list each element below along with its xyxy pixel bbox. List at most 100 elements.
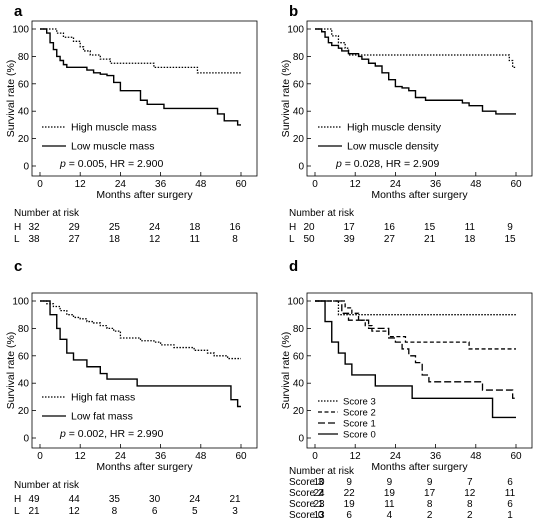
risk-value: 10 [313,477,325,488]
x-tick-label: 0 [312,179,318,190]
y-tick-label: 20 [293,134,305,145]
panel-letter: a [14,3,23,20]
legend-label: Low muscle density [347,141,439,153]
x-axis-label: Months after surgery [371,461,468,473]
survival-curve-low-muscle-density [315,28,516,115]
survival-curve-score-1 [315,300,516,399]
y-axis-label: Survival rate (%) [280,60,292,138]
risk-value: 16 [384,222,396,233]
risk-value: 27 [69,234,81,245]
risk-value: 18 [464,234,476,245]
y-axis-label: Survival rate (%) [5,332,17,410]
survival-curve-score-2 [315,300,516,350]
p-value-text: = 0.002, HR = 2.990 [66,428,164,440]
risk-value: 12 [149,234,161,245]
y-tick-label: 100 [12,25,29,36]
risk-value: 3 [232,506,238,517]
risk-value: 35 [109,494,121,505]
risk-value: 9 [387,477,393,488]
risk-value: 18 [189,222,201,233]
x-tick-label: 60 [510,179,522,190]
x-tick-label: 12 [350,179,362,190]
y-tick-label: 20 [293,406,305,417]
survival-curve-low-fat-mass [40,300,241,408]
risk-value: 20 [303,222,315,233]
risk-row-label: Score 1 [289,499,324,510]
x-tick-label: 0 [312,451,318,462]
x-tick-label: 0 [37,451,43,462]
y-tick-label: 60 [293,79,305,90]
y-tick-label: 80 [18,324,30,335]
survival-curve-high-muscle-density [315,28,516,69]
y-tick-label: 100 [12,297,29,308]
y-tick-label: 0 [23,162,29,173]
legend-label: High muscle mass [71,122,157,134]
y-tick-label: 0 [298,434,304,445]
risk-value: 6 [152,506,158,517]
risk-table-title: Number at risk [289,466,355,477]
risk-value: 2 [427,510,433,521]
risk-value: 6 [346,510,352,521]
x-tick-label: 12 [75,451,87,462]
risk-table-title: Number at risk [14,208,80,219]
x-tick-label: 48 [195,179,207,190]
risk-value: 25 [109,222,121,233]
x-axis-label: Months after surgery [371,189,468,201]
y-tick-label: 40 [18,379,30,390]
survival-curve-low-muscle-mass [40,28,241,126]
y-tick-label: 0 [23,434,29,445]
risk-row-label: L [289,234,295,245]
risk-row-label: Score 3 [289,477,324,488]
risk-value: 24 [313,488,325,499]
panel-b: b 0 20 40 60 80 100 0 12 24 36 48 60 Months after sur… [280,3,533,245]
risk-value: 11 [190,234,201,245]
legend-label: High fat mass [71,392,135,404]
risk-value: 12 [69,506,81,517]
risk-value: 17 [344,222,356,233]
risk-value: 22 [344,488,356,499]
risk-value: 49 [28,494,40,505]
risk-table-title: Number at risk [289,208,355,219]
x-tick-label: 36 [430,451,442,462]
risk-value: 21 [28,506,40,517]
plot-frame [31,292,258,449]
risk-value: 32 [28,222,40,233]
plot-frame [306,20,533,177]
risk-value: 9 [427,477,433,488]
x-tick-label: 36 [155,179,167,190]
x-tick-label: 12 [350,451,362,462]
p-symbol: p [59,158,66,170]
legend-label: Score 2 [343,408,376,419]
risk-value: 13 [313,510,325,521]
y-tick-label: 40 [293,107,305,118]
x-tick-label: 36 [155,451,167,462]
x-tick-label: 0 [37,179,43,190]
risk-row-label: H [289,222,296,233]
risk-value: 39 [344,234,356,245]
panel-letter: d [289,258,298,275]
x-tick-label: 48 [470,179,482,190]
risk-row-label: H [14,494,21,505]
y-tick-label: 100 [287,25,304,36]
legend-label: Score 3 [343,397,376,408]
risk-value: 8 [427,499,433,510]
risk-row-label: Score 2 [289,488,324,499]
risk-value: 9 [507,222,513,233]
risk-row-label: L [14,506,20,517]
x-tick-label: 12 [75,179,87,190]
y-tick-label: 80 [293,324,305,335]
risk-value: 6 [507,499,513,510]
risk-value: 8 [232,234,238,245]
risk-value: 30 [149,494,161,505]
x-axis-label: Months after surgery [96,461,193,473]
panel-letter: c [14,258,22,275]
risk-table-title: Number at risk [14,480,80,491]
legend-label: Score 0 [343,430,376,441]
x-tick-label: 48 [195,451,207,462]
panel-letter: b [289,3,298,20]
risk-value: 7 [467,477,473,488]
risk-value: 17 [424,488,436,499]
risk-value: 9 [346,477,352,488]
